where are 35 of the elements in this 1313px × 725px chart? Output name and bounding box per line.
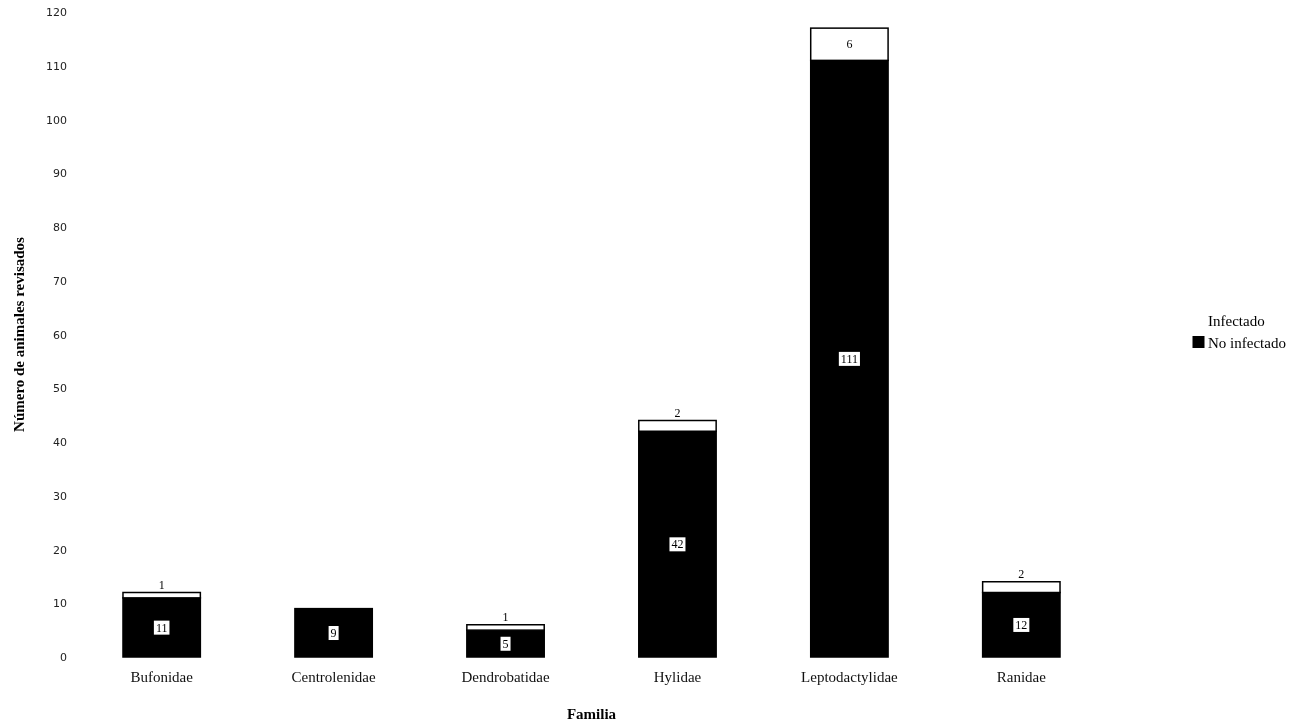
text: Infectado [1208, 312, 1265, 329]
data-label: 12 [1015, 617, 1028, 632]
x-tick-label: Dendrobatidae [461, 668, 551, 685]
x-axis-title: Familia [566, 706, 617, 722]
data-label: 1 [158, 577, 165, 592]
legend-label: No infectado [1208, 334, 1286, 351]
y-tick-label: 90 [53, 167, 67, 181]
x-tick-label: Hylidae [653, 668, 702, 685]
x-tick-label: Bufonidae [130, 668, 194, 685]
data-label: 6 [846, 37, 853, 52]
bar [294, 607, 374, 658]
data-label: 11 [155, 620, 168, 635]
data-label: 42 [671, 537, 684, 552]
y-tick-label: 110 [46, 59, 67, 73]
y-tick-label: 30 [53, 489, 67, 503]
data-label: 9 [330, 626, 337, 641]
y-tick-label: 100 [46, 113, 67, 127]
x-tick-label: Leptodactylidae [801, 668, 899, 685]
y-tick-label: 20 [53, 543, 67, 557]
x-tick-label: Centrolenidae [291, 668, 377, 685]
data-label: 2 [1018, 566, 1025, 581]
y-tick-label: 0 [60, 651, 67, 665]
data-label: 2 [674, 405, 681, 420]
x-tick-label: Ranidae [996, 668, 1047, 685]
y-tick-label: 40 [53, 436, 67, 450]
data-label: 111 [840, 351, 858, 366]
data-label: 1 [502, 609, 509, 624]
y-tick-label: 10 [53, 597, 67, 611]
y-tick-label: 50 [53, 382, 67, 396]
y-tick-label: 120 [46, 6, 67, 20]
y-tick-label: 70 [53, 274, 67, 288]
y-tick-label: 60 [53, 328, 67, 342]
y-tick-label: 80 [53, 221, 67, 235]
y-axis-title: Número de animales revisados [11, 236, 27, 432]
data-label: 5 [502, 636, 509, 651]
